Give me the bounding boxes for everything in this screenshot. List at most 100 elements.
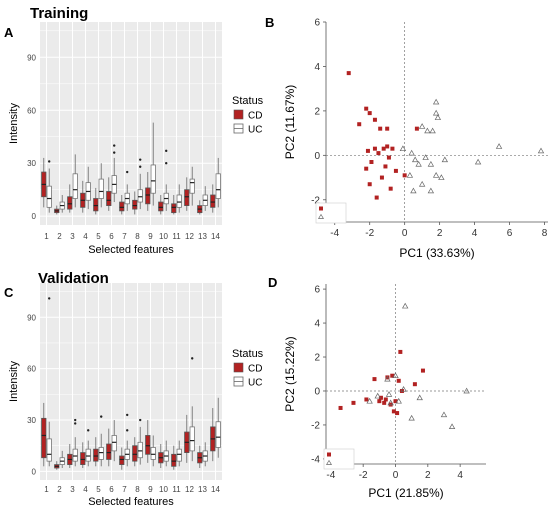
point-cd <box>367 182 372 187</box>
point-uc <box>387 399 394 406</box>
point-cd <box>372 377 377 382</box>
y-tick-label: 6 <box>314 285 320 296</box>
point-uc <box>422 154 429 160</box>
point-cd <box>393 168 398 173</box>
point-cd <box>385 126 390 131</box>
panel-label-c: C <box>4 285 14 300</box>
box-uc <box>98 447 104 460</box>
point-cd <box>377 399 382 404</box>
box-cd <box>145 435 151 455</box>
box-cd <box>106 443 112 460</box>
x-tick-label: 12 <box>185 232 194 241</box>
x-tick-label: -2 <box>365 228 374 239</box>
y-tick-label: 90 <box>27 313 36 322</box>
y-tick-label: 0 <box>32 212 37 221</box>
point-uc <box>441 156 449 163</box>
point-cd <box>414 126 419 131</box>
boxplot-training: Intensity Selected features Status CD UC… <box>8 22 264 256</box>
box-uc <box>85 448 91 462</box>
y-tick-label: 6 <box>314 18 320 29</box>
point-cd <box>383 397 388 402</box>
x-axis-label: PC1 (33.63%) <box>399 246 474 260</box>
point-uc <box>448 423 456 429</box>
section-title-validation: Validation <box>38 270 109 287</box>
x-tick-label: 2 <box>57 232 62 241</box>
x-tick-label: 5 <box>96 485 101 494</box>
boxplot-validation: Intensity Selected features Status CD UC… <box>8 283 264 508</box>
outlier-point <box>126 429 129 432</box>
y-tick-label: 2 <box>314 353 320 364</box>
outlier-point <box>126 170 129 174</box>
box-uc <box>176 448 182 462</box>
point-uc <box>411 156 419 163</box>
point-uc <box>408 149 415 156</box>
legend-swatch-cd <box>233 109 244 120</box>
point-uc <box>401 302 409 309</box>
y-tick-label: 0 <box>314 151 320 162</box>
box-uc <box>111 435 117 452</box>
x-tick-label: 0 <box>402 228 408 239</box>
point-cd <box>420 368 425 373</box>
y-tick-label: -2 <box>311 195 320 206</box>
point-cd <box>386 155 391 160</box>
legend-title: Status <box>232 95 264 107</box>
x-tick-label: 4 <box>472 228 478 239</box>
x-tick-label: 8 <box>135 485 140 494</box>
x-tick-label: 13 <box>198 485 207 494</box>
box-cd <box>41 417 47 459</box>
point-cd <box>412 382 417 387</box>
point-cd <box>364 106 369 111</box>
box-cd <box>106 191 112 206</box>
x-tick-label: 0 <box>393 470 399 481</box>
y-tick-label: 0 <box>32 467 37 476</box>
x-tick-label: 1 <box>44 485 49 494</box>
section-title-training: Training <box>30 5 88 22</box>
legend-swatch-cd <box>319 206 323 211</box>
panel-label-a: A <box>4 25 14 40</box>
box-uc <box>98 178 104 199</box>
point-uc <box>399 145 407 152</box>
point-uc <box>418 123 426 129</box>
point-uc <box>429 127 436 134</box>
point-uc <box>463 387 470 394</box>
point-uc <box>392 372 399 379</box>
x-tick-label: 2 <box>425 470 431 481</box>
box-uc <box>189 178 195 194</box>
x-tick-label: 4 <box>83 485 88 494</box>
point-cd <box>398 349 403 354</box>
box-cd <box>171 453 177 467</box>
box-uc <box>72 173 78 199</box>
legend-label-uc: UC <box>248 378 262 389</box>
point-cd <box>383 164 388 169</box>
y-axis-label: PC2 (11.67%) <box>283 85 297 159</box>
x-tick-label: 9 <box>148 485 153 494</box>
point-uc <box>410 187 417 194</box>
box-uc <box>150 164 156 194</box>
point-uc <box>374 392 381 399</box>
panel-label-b: B <box>265 15 274 30</box>
x-tick-label: 8 <box>542 228 548 239</box>
point-uc <box>406 172 414 178</box>
point-cd <box>338 405 343 410</box>
point-uc <box>384 375 391 382</box>
y-tick-label: -4 <box>311 454 320 465</box>
y-tick-label: 30 <box>27 159 36 168</box>
point-uc <box>424 127 431 134</box>
point-uc <box>427 187 435 194</box>
x-axis-label: Selected features <box>88 244 174 256</box>
outlier-point <box>48 160 51 163</box>
box-cd <box>158 201 164 212</box>
point-cd <box>372 146 377 151</box>
y-tick-label: 30 <box>27 416 36 425</box>
box-cd <box>80 452 86 465</box>
x-tick-label: 2 <box>57 485 62 494</box>
point-cd <box>372 117 377 122</box>
x-axis-label: PC1 (21.85%) <box>368 486 443 500</box>
point-cd <box>385 144 390 149</box>
box-cd <box>184 189 190 206</box>
y-axis-label: PC2 (15.22%) <box>283 336 297 411</box>
x-tick-label: -2 <box>359 470 368 481</box>
pca-scatter-validation: PC2 (15.22%) PC1 (21.85%) CD UC -4-2024-… <box>283 284 486 500</box>
point-cd <box>391 409 396 414</box>
box-cd <box>93 198 99 212</box>
